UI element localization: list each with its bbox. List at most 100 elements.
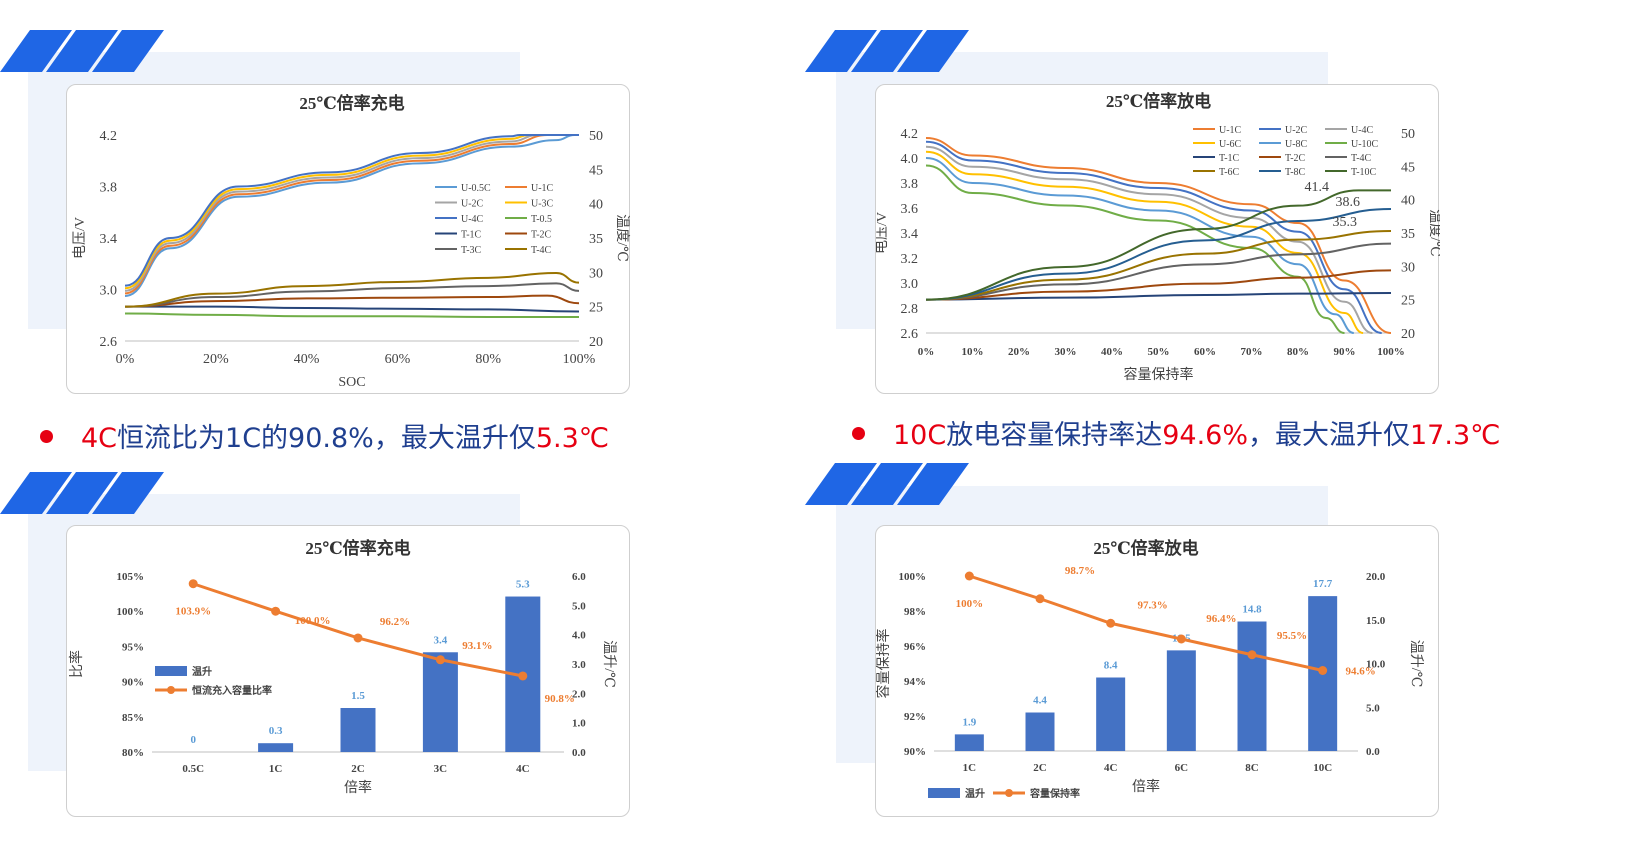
line-value-label: 95.5% [1277,630,1307,642]
series-line-u-1c [124,134,579,295]
x-tick-label: 6C [1175,762,1189,774]
series-line-u-3c [124,134,579,290]
y2-tick-label: 40 [1401,194,1415,209]
line-point [1318,666,1328,675]
series-line-t-4c [925,242,1392,301]
stripe-decoration-top-left [0,30,164,72]
bar-value-label: 5.3 [516,579,530,591]
series-line-u-2c [124,134,579,292]
chart-title: 25℃倍率充电 [299,93,404,113]
bar [954,734,984,751]
line-point [964,571,974,581]
x-tick-label: 0.5C [182,763,204,775]
y2-tick-label: 20 [1401,327,1415,342]
series-line-u-4c [925,145,1373,334]
line-point [435,655,445,665]
line-value-label: 103.9% [175,606,211,618]
bar-value-label: 17.7 [1313,578,1333,590]
x-tick-label: 8C [1245,762,1259,774]
legend-label: U-1C [1219,125,1242,136]
bar [422,652,458,752]
x-tick-label: 90% [1334,346,1356,358]
bar [258,743,294,752]
x-axis-label: 容量保持率 [1124,366,1194,383]
y2-tick-label: 5.0 [1366,702,1380,714]
y-tick-label: 94% [904,676,926,688]
bullet-charge-text: 恒流比为1C的90.8%，最大温升仅 [117,423,536,454]
y2-tick-label: 25 [1401,294,1415,309]
y-axis-label: 电压/V [876,212,890,254]
y2-tick-label: 2.0 [572,688,586,700]
legend-label: 恒流充入容量比率 [192,684,272,697]
y-tick-label: 80% [122,747,144,759]
legend-label: T-4C [531,245,552,256]
y-tick-label: 3.8 [100,181,118,196]
legend-label: U-4C [1351,125,1374,136]
y2-tick-label: 0.0 [572,747,586,759]
legend-label: U-3C [531,199,554,210]
y2-tick-label: 5.0 [572,600,586,612]
line-point [518,671,528,681]
x-tick-label: 3C [434,763,448,775]
chart-card-charge-curves: 25℃倍率充电 0% 20% 40% 60% 80% 100% 2.6 3.0 3.4 3.8 4.2… [66,84,630,394]
legend-label: T-10C [1351,167,1377,178]
line-point [271,606,281,616]
x-tick-label: 10% [962,346,984,358]
x-tick-label: 0% [116,352,135,367]
y2-axis-label: 温升/℃ [601,640,617,688]
y2-tick-label: 4.0 [572,630,586,642]
x-tick-label: 2C [1033,762,1047,774]
legend-swatch-point [167,686,175,694]
legend-label: U-8C [1285,139,1308,150]
line-value-label: 96.2% [380,616,410,628]
y-tick-label: 95% [122,641,144,653]
series-line-u-2c [925,140,1382,334]
bar [340,708,376,752]
line-point [1247,650,1257,660]
legend-label: T-3C [461,245,482,256]
y-tick-label: 100% [117,606,145,618]
chart-discharge-curves: 25℃倍率放电 0% 10% 20% 30% 40% 50% 60% 70% 80% 90% 100%… [876,91,1440,383]
line-point [1176,634,1186,644]
chart-charge-bars: 25℃倍率充电 80% 85% 90% 95% 100% 105% 0.0 1.0 2.0 3.0 4… [68,538,617,796]
line-value-label: 90.8% [545,693,575,705]
bullet-charge-summary: 4C恒流比为1C的90.8%，最大温升仅5.3℃ [40,416,609,455]
series-line-u-1c [925,137,1392,334]
legend-swatch-point [1005,789,1013,797]
legend-label: T-0.5 [531,214,552,225]
x-tick-label: 0% [918,346,935,358]
bar-value-label: 14.8 [1242,604,1262,616]
bar-value-label: 4.4 [1033,695,1047,707]
y-tick-label: 3.4 [901,227,919,242]
x-tick-label: 80% [475,352,501,367]
x-tick-label: 50% [1148,346,1170,358]
y2-tick-label: 6.0 [572,571,586,583]
chart-title: 25℃倍率放电 [1106,91,1211,111]
y-tick-label: 90% [122,677,144,689]
y2-tick-label: 3.0 [572,659,586,671]
line-series [192,582,524,678]
line-value-label: 96.4% [1206,613,1236,625]
y2-tick-label: 30 [1401,260,1415,275]
series-line-t-10c [925,189,1391,301]
y2-tick-label: 35 [1401,227,1415,242]
y-tick-label: 4.2 [901,127,919,142]
chart-card-discharge-bars: 25℃倍率放电 90% 92% 94% 96% 98% 100% 0.0 5.0 10.0 15.0… [875,525,1439,817]
y-tick-label: 3.6 [901,202,919,217]
bar [1166,650,1196,751]
y-tick-label: 3.2 [901,252,919,267]
y-tick-label: 100% [899,571,927,583]
legend-label: 温升 [965,787,985,800]
legend-label: U-10C [1351,139,1379,150]
legend-swatch-bar [155,666,187,676]
bullet-charge-temp: 5.3℃ [535,423,610,454]
x-tick-label: 100% [563,352,596,367]
bullet-discharge-summary: 10C放电容量保持率达94.6%，最大温升仅17.3℃ [852,413,1500,452]
legend-label: 温升 [192,665,212,678]
y2-tick-label: 10.0 [1366,659,1386,671]
bar [1237,621,1267,751]
line-value-label: 100.0% [295,615,331,627]
legend-label: T-6C [1219,167,1240,178]
line-point [1035,594,1045,604]
y2-tick-label: 0.0 [1366,746,1380,758]
